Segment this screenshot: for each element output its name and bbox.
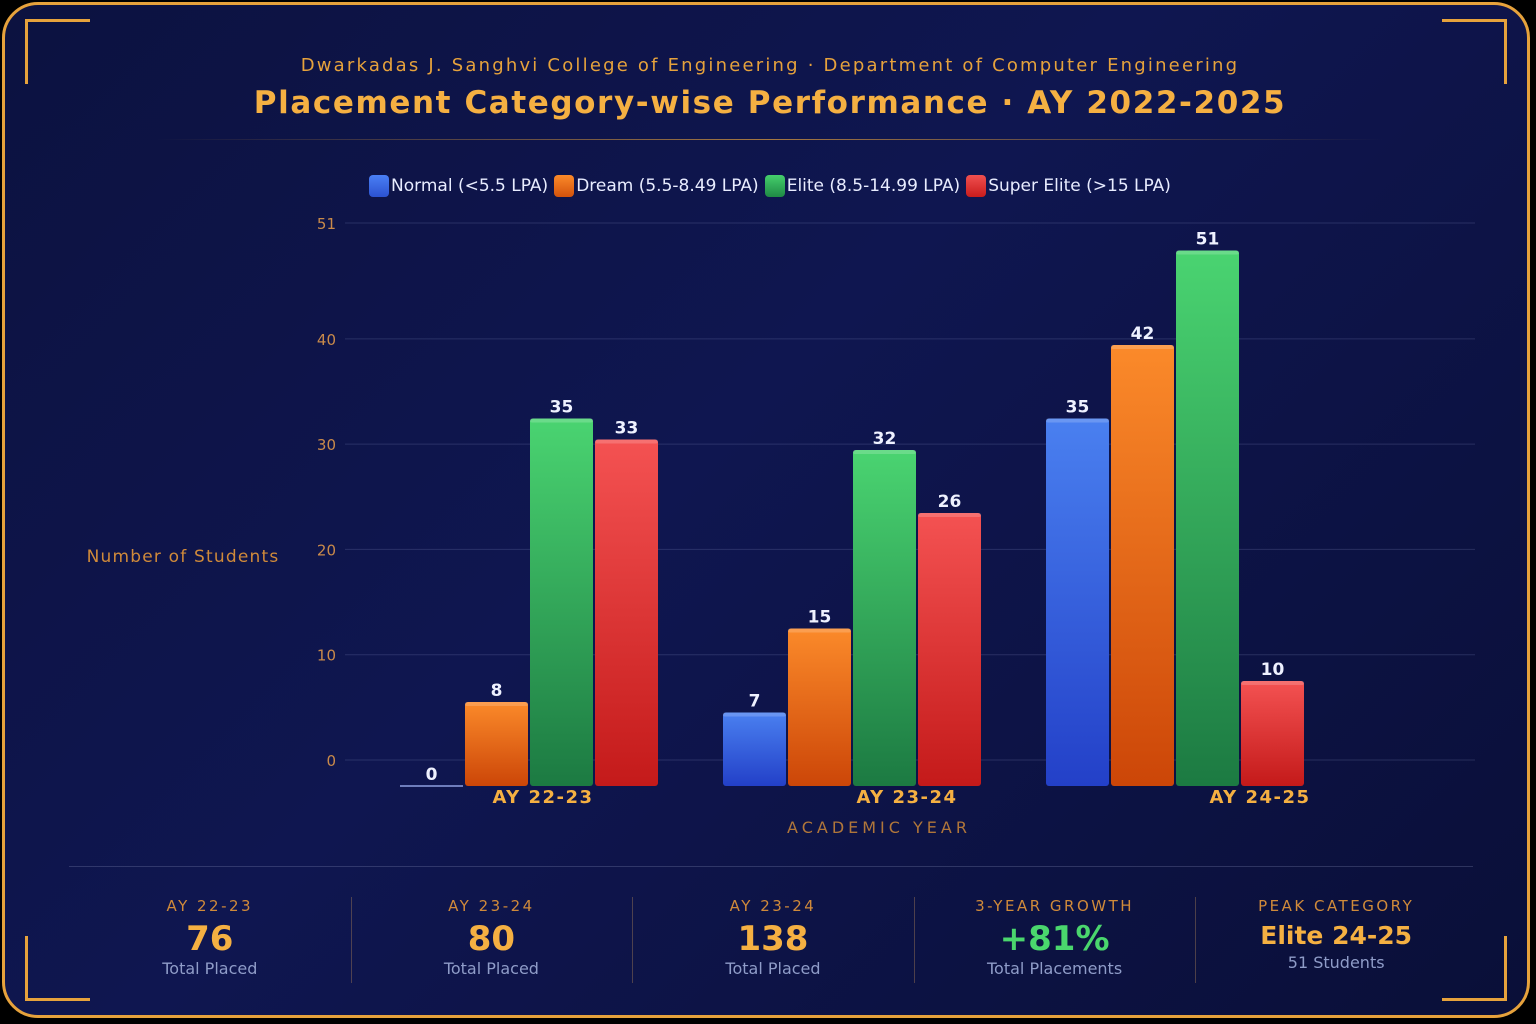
- stat-value: 138: [737, 919, 809, 959]
- bar-super-elite-ay-22-23[interactable]: [595, 439, 658, 787]
- bar-super-elite-ay-24-25[interactable]: [1241, 681, 1304, 786]
- bar-normal-ay-23-24[interactable]: [723, 712, 786, 787]
- stat-card: AY 23-24 80 Total Placed: [350, 893, 633, 985]
- y-tick-label: 10: [317, 647, 336, 665]
- x-tick-label: AY 23-24: [856, 787, 957, 808]
- x-axis-label: ACADEMIC YEAR: [787, 818, 971, 837]
- x-tick-label: AY 22-23: [492, 787, 593, 808]
- bar-elite-ay-23-24[interactable]: [853, 450, 916, 786]
- data-label: 15: [808, 608, 832, 628]
- y-axis-ticks: 0 10 20 30 40 51: [317, 215, 336, 770]
- stat-card: AY 22-23 76 Total Placed: [69, 893, 351, 985]
- stat-value: 80: [467, 919, 516, 959]
- bar-highlight: [853, 450, 916, 454]
- data-label: 7: [749, 692, 761, 712]
- bar-highlight: [1046, 418, 1109, 423]
- stat-card-growth: 3-YEAR GROWTH +81% Total Placements: [913, 893, 1196, 985]
- legend-swatch-super-elite: [966, 175, 987, 197]
- bar-elite-ay-24-25[interactable]: [1176, 250, 1239, 787]
- legend-label: Super Elite (>15 LPA): [988, 176, 1171, 196]
- data-label: 33: [615, 419, 639, 439]
- bar-highlight: [595, 439, 658, 444]
- bar-dream-ay-22-23[interactable]: [465, 702, 528, 786]
- data-label: 10: [1261, 660, 1285, 680]
- bar-elite-ay-22-23[interactable]: [530, 418, 593, 787]
- legend-item-elite[interactable]: Elite (8.5-14.99 LPA): [764, 175, 961, 197]
- bar-highlight: [1176, 250, 1239, 255]
- legend-swatch-dream: [554, 175, 575, 197]
- y-tick-label: 40: [317, 331, 336, 349]
- y-tick-label: 51: [317, 215, 336, 233]
- stat-value: 76: [186, 919, 234, 959]
- y-tick-label: 20: [317, 541, 336, 559]
- bar-super-elite-ay-23-24[interactable]: [918, 513, 981, 786]
- data-label: 51: [1196, 230, 1220, 250]
- data-label: 35: [1066, 398, 1090, 418]
- stats-divider: [69, 866, 1473, 867]
- legend-item-super-elite[interactable]: Super Elite (>15 LPA): [966, 175, 1171, 197]
- data-label: 42: [1131, 324, 1155, 344]
- data-label: 26: [938, 492, 962, 512]
- corner-ornament-top-right: [1442, 19, 1507, 84]
- stat-card-peak: PEAK CATEGORY Elite 24-25 51 Students: [1195, 893, 1477, 985]
- stat-sub: Total Placed: [443, 959, 539, 978]
- stat-card: AY 23-24 138 Total Placed: [632, 893, 914, 985]
- legend-label: Dream (5.5-8.49 LPA): [576, 176, 759, 196]
- x-tick-label: AY 24-25: [1209, 787, 1310, 808]
- page-title: Placement Category-wise Performance · AY…: [253, 85, 1287, 121]
- bar-dream-ay-24-25[interactable]: [1111, 345, 1174, 786]
- bar-chart: 0 10 20 30 40 51 0 8 35 33 7 15 32 26 35 42 51 10 AY 22-…: [87, 215, 1475, 837]
- bar-normal-ay-24-25[interactable]: [1046, 418, 1109, 787]
- y-tick-label: 0: [326, 752, 336, 770]
- corner-ornament-top-left: [25, 19, 90, 84]
- bar-highlight: [1111, 345, 1174, 349]
- page-subtitle: Dwarkadas J. Sanghvi College of Engineer…: [300, 55, 1240, 76]
- bars: 0 8 35 33 7 15 32 26 35 42 51 10: [400, 230, 1304, 787]
- stat-sub: Total Placed: [725, 959, 821, 978]
- legend-item-normal[interactable]: Normal (<5.5 LPA): [369, 175, 548, 197]
- corner-ornament-bottom-right: [1442, 936, 1507, 1001]
- x-axis-ticks: AY 22-23 AY 23-24 AY 24-25: [492, 787, 1310, 808]
- y-tick-label: 30: [317, 436, 336, 454]
- bar-highlight: [788, 628, 851, 633]
- bar-highlight: [465, 702, 528, 706]
- legend-label: Normal (<5.5 LPA): [391, 176, 549, 196]
- title-divider: [155, 139, 1385, 140]
- legend-item-dream[interactable]: Dream (5.5-8.49 LPA): [554, 175, 759, 197]
- data-label: 35: [550, 398, 574, 418]
- data-label: 0: [426, 765, 438, 785]
- stat-label: AY 23-24: [448, 897, 535, 915]
- bar-highlight: [530, 418, 593, 423]
- stat-value: Elite 24-25: [1260, 921, 1413, 950]
- corner-ornament-bottom-left: [25, 936, 90, 1001]
- stat-sub: 51 Students: [1287, 953, 1385, 972]
- stat-label: AY 22-23: [166, 897, 254, 915]
- legend-swatch-normal: [369, 175, 390, 197]
- stat-sub: Total Placements: [986, 959, 1123, 978]
- bar-highlight: [918, 513, 981, 517]
- y-axis-label: Number of Students: [87, 547, 280, 567]
- bar-dream-ay-23-24[interactable]: [788, 628, 851, 787]
- stat-value: +81%: [999, 919, 1110, 959]
- data-label: 32: [873, 429, 897, 449]
- legend-label: Elite (8.5-14.99 LPA): [786, 176, 961, 196]
- bar-highlight: [723, 712, 786, 717]
- legend-swatch-elite: [764, 175, 785, 197]
- summary-stats: AY 22-23 76 Total Placed AY 23-24 80 Tot…: [69, 893, 1477, 985]
- stat-sub: Total Placed: [162, 959, 258, 978]
- stat-label: PEAK CATEGORY: [1258, 897, 1415, 915]
- bar-highlight: [1241, 681, 1304, 685]
- data-label: 8: [491, 681, 503, 701]
- stat-label: AY 23-24: [729, 897, 817, 915]
- stat-label: 3-YEAR GROWTH: [975, 897, 1135, 915]
- chart-legend: Normal (<5.5 LPA) Dream (5.5-8.49 LPA) E…: [5, 175, 1527, 197]
